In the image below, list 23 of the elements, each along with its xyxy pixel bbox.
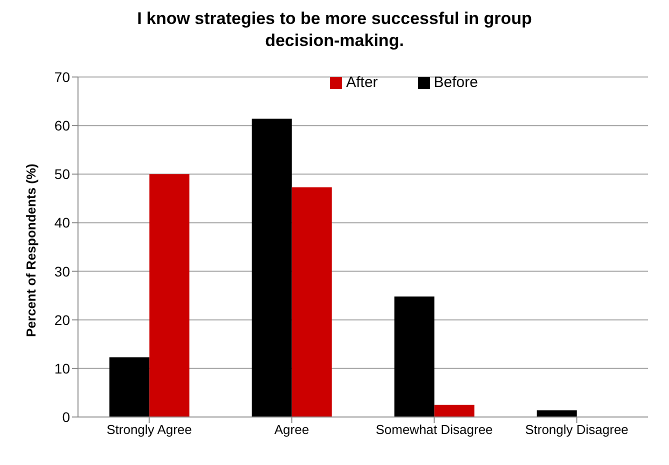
y-tick-label: 20: [54, 312, 70, 328]
bar: [292, 187, 332, 417]
bar: [252, 118, 292, 417]
x-tick-label: Agree: [274, 422, 310, 438]
y-tick-label: 60: [54, 118, 70, 134]
y-tick-label: 50: [54, 166, 70, 182]
y-tick-label: 30: [54, 263, 70, 280]
y-tick-label: 10: [54, 360, 70, 376]
bar: [149, 174, 190, 417]
legend-label: After: [346, 74, 378, 91]
y-tick-label: 0: [62, 408, 70, 425]
x-tick-label: Somewhat Disagree: [376, 422, 493, 438]
y-tick-label: 70: [54, 68, 70, 85]
bar: [394, 296, 434, 417]
chart-title: I know strategies to be more successful in group decision-making.: [136, 8, 533, 52]
bar: [536, 410, 577, 417]
legend-label: Before: [434, 74, 478, 91]
x-tick-label: Strongly Agree: [106, 422, 192, 438]
bar: [109, 357, 150, 417]
y-axis-title: Percent of Respondents (%): [24, 164, 39, 337]
y-tick-label: 40: [54, 214, 70, 231]
bar: [434, 404, 474, 417]
x-tick-label: Strongly Disagree: [525, 422, 628, 438]
